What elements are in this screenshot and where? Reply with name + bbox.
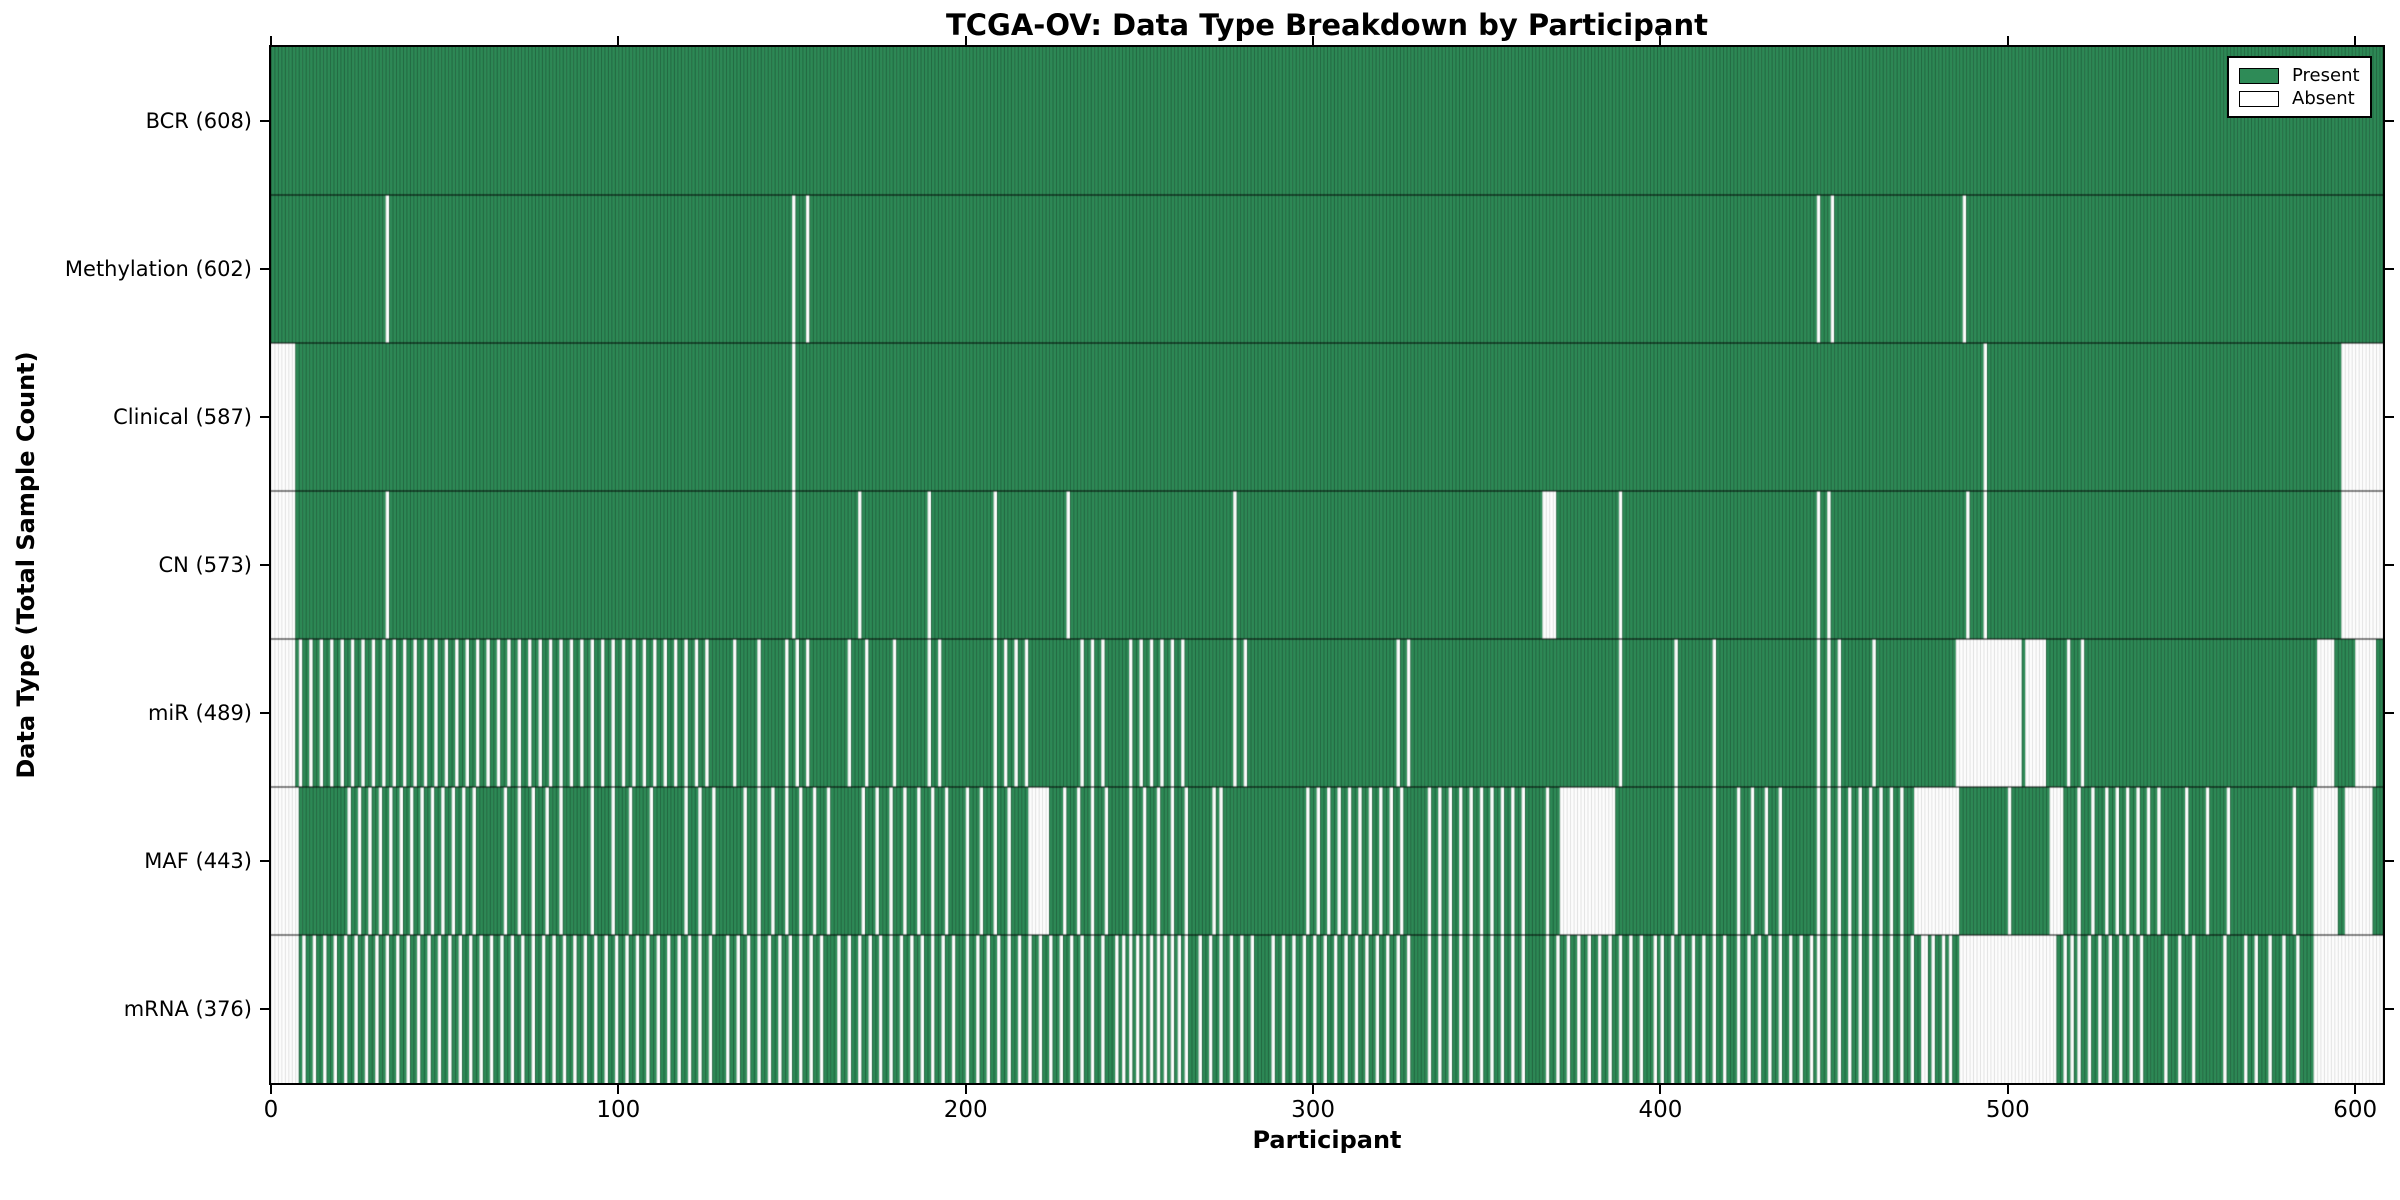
- row-label-mir: miR (489): [147, 701, 252, 725]
- row-label-methylation: Methylation (602): [64, 257, 252, 281]
- y-tick-left: [260, 860, 269, 862]
- x-tick-label-100: 100: [596, 1097, 641, 1123]
- row-label-bcr: BCR (608): [145, 109, 252, 133]
- y-tick-left: [260, 712, 269, 714]
- presence-matrix-canvas: [271, 47, 2383, 1083]
- y-tick-left: [260, 120, 269, 122]
- chart-title: TCGA-OV: Data Type Breakdown by Particip…: [945, 8, 1708, 42]
- x-tick-label-0: 0: [263, 1097, 279, 1123]
- x-tick-bottom: [2006, 1085, 2009, 1094]
- y-tick-right: [2385, 860, 2394, 862]
- y-tick-right: [2385, 120, 2394, 122]
- legend-label-absent: Absent: [2292, 87, 2355, 109]
- x-tick-top: [617, 36, 620, 45]
- legend-label-present: Present: [2292, 64, 2360, 86]
- x-tick-top: [964, 36, 967, 45]
- x-tick-bottom: [617, 1085, 620, 1094]
- x-tick-bottom: [1312, 1085, 1315, 1094]
- x-tick-bottom: [964, 1085, 967, 1094]
- x-tick-label-300: 300: [1291, 1097, 1336, 1123]
- x-tick-top: [1312, 36, 1315, 45]
- y-tick-right: [2385, 268, 2394, 270]
- y-tick-left: [260, 268, 269, 270]
- y-tick-right: [2385, 564, 2394, 566]
- y-tick-left: [260, 1008, 269, 1010]
- row-label-cn: CN (573): [158, 553, 252, 577]
- x-tick-top: [2006, 36, 2009, 45]
- x-tick-label-600: 600: [2333, 1097, 2378, 1123]
- legend: Present Absent: [2227, 56, 2372, 118]
- x-tick-top: [2354, 36, 2357, 45]
- x-tick-top: [270, 36, 272, 45]
- y-tick-right: [2385, 1008, 2394, 1010]
- x-tick-top: [1659, 36, 1662, 45]
- legend-item-present: Present: [2239, 64, 2370, 86]
- plot-area: [269, 45, 2385, 1085]
- x-tick-label-200: 200: [943, 1097, 988, 1123]
- x-tick-bottom: [2354, 1085, 2357, 1094]
- x-tick-bottom: [270, 1085, 272, 1094]
- x-tick-bottom: [1659, 1085, 1662, 1094]
- y-tick-left: [260, 564, 269, 566]
- y-tick-left: [260, 416, 269, 418]
- row-label-clinical: Clinical (587): [113, 405, 252, 429]
- x-axis-title: Participant: [1252, 1126, 1402, 1154]
- row-label-mrna: mRNA (376): [123, 997, 252, 1021]
- legend-item-absent: Absent: [2239, 87, 2370, 109]
- y-tick-right: [2385, 712, 2394, 714]
- y-tick-right: [2385, 416, 2394, 418]
- x-tick-label-500: 500: [1985, 1097, 2030, 1123]
- absent-swatch: [2239, 90, 2279, 107]
- present-swatch: [2239, 67, 2279, 84]
- x-tick-label-400: 400: [1638, 1097, 1683, 1123]
- row-label-maf: MAF (443): [144, 849, 252, 873]
